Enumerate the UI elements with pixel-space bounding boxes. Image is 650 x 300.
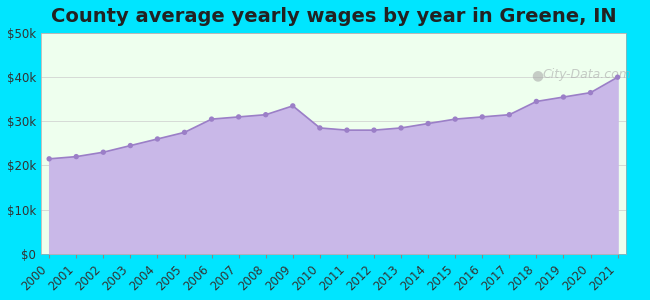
Text: ●: ●	[531, 68, 543, 82]
Point	[207, 117, 217, 122]
Point	[612, 75, 623, 80]
Point	[369, 128, 379, 133]
Point	[558, 94, 569, 99]
Point	[98, 150, 109, 154]
Point	[125, 143, 136, 148]
Point	[44, 156, 55, 161]
Point	[152, 136, 162, 141]
Point	[504, 112, 515, 117]
Point	[179, 130, 190, 135]
Text: City-Data.com: City-Data.com	[543, 68, 632, 82]
Point	[71, 154, 81, 159]
Point	[586, 90, 596, 95]
Point	[396, 125, 406, 130]
Point	[423, 121, 434, 126]
Point	[287, 103, 298, 108]
Title: County average yearly wages by year in Greene, IN: County average yearly wages by year in G…	[51, 7, 616, 26]
Point	[233, 115, 244, 119]
Point	[450, 117, 460, 122]
Point	[261, 112, 271, 117]
Point	[531, 99, 541, 104]
Point	[342, 128, 352, 133]
Point	[477, 115, 488, 119]
Point	[315, 125, 325, 130]
